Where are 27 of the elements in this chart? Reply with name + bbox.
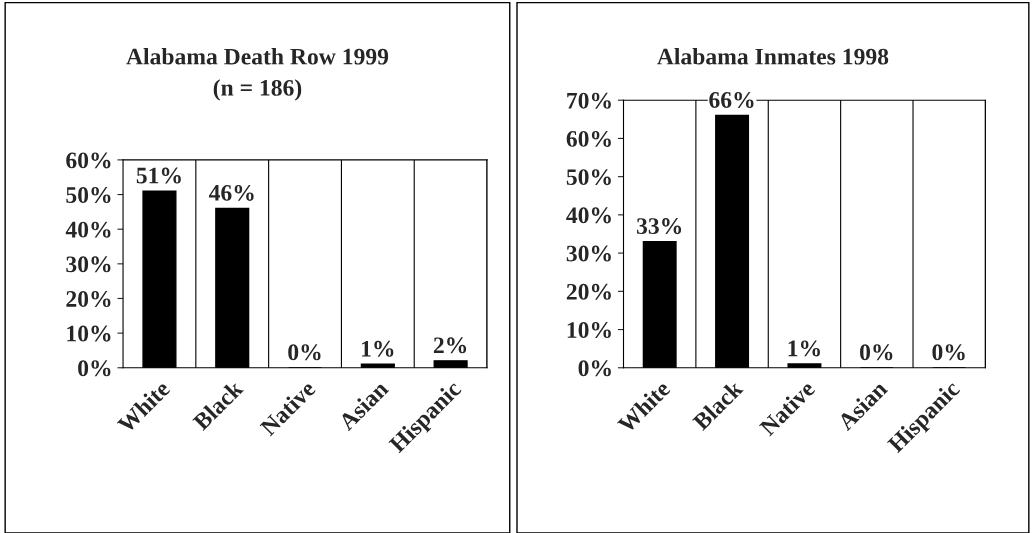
- y-tick-label: 60%: [66, 152, 111, 169]
- data-label: 0%: [860, 344, 893, 361]
- y-tick-label: 40%: [65, 221, 111, 238]
- y-tick-label: 60%: [566, 130, 611, 147]
- data-label: 1%: [362, 340, 394, 357]
- data-label: 1%: [788, 340, 820, 357]
- y-tick-label: 0%: [78, 360, 111, 377]
- y-tick-label: 20%: [566, 283, 611, 300]
- y-tick-label: 10%: [67, 325, 111, 342]
- data-label: 46%: [208, 184, 254, 201]
- y-tick-label: 50%: [566, 169, 611, 186]
- y-tick-label: 10%: [567, 322, 611, 339]
- data-label: 2%: [433, 337, 467, 354]
- data-label: 33%: [636, 218, 682, 235]
- data-label: 51%: [136, 167, 181, 184]
- chart-title: Alabama Inmates 1998: [657, 47, 889, 65]
- data-label: 0%: [932, 344, 965, 361]
- chart-title: Alabama Death Row 1999 (n = 186): [126, 47, 389, 101]
- y-tick-label: 20%: [66, 290, 111, 307]
- y-tick-label: 70%: [567, 92, 611, 109]
- y-tick-label: 30%: [66, 256, 111, 273]
- data-label: 66%: [709, 91, 754, 108]
- data-label: 0%: [288, 344, 321, 361]
- y-tick-label: 40%: [566, 207, 611, 224]
- y-tick-label: 0%: [578, 360, 611, 377]
- y-tick-label: 50%: [66, 187, 111, 204]
- y-tick-label: 30%: [566, 245, 611, 262]
